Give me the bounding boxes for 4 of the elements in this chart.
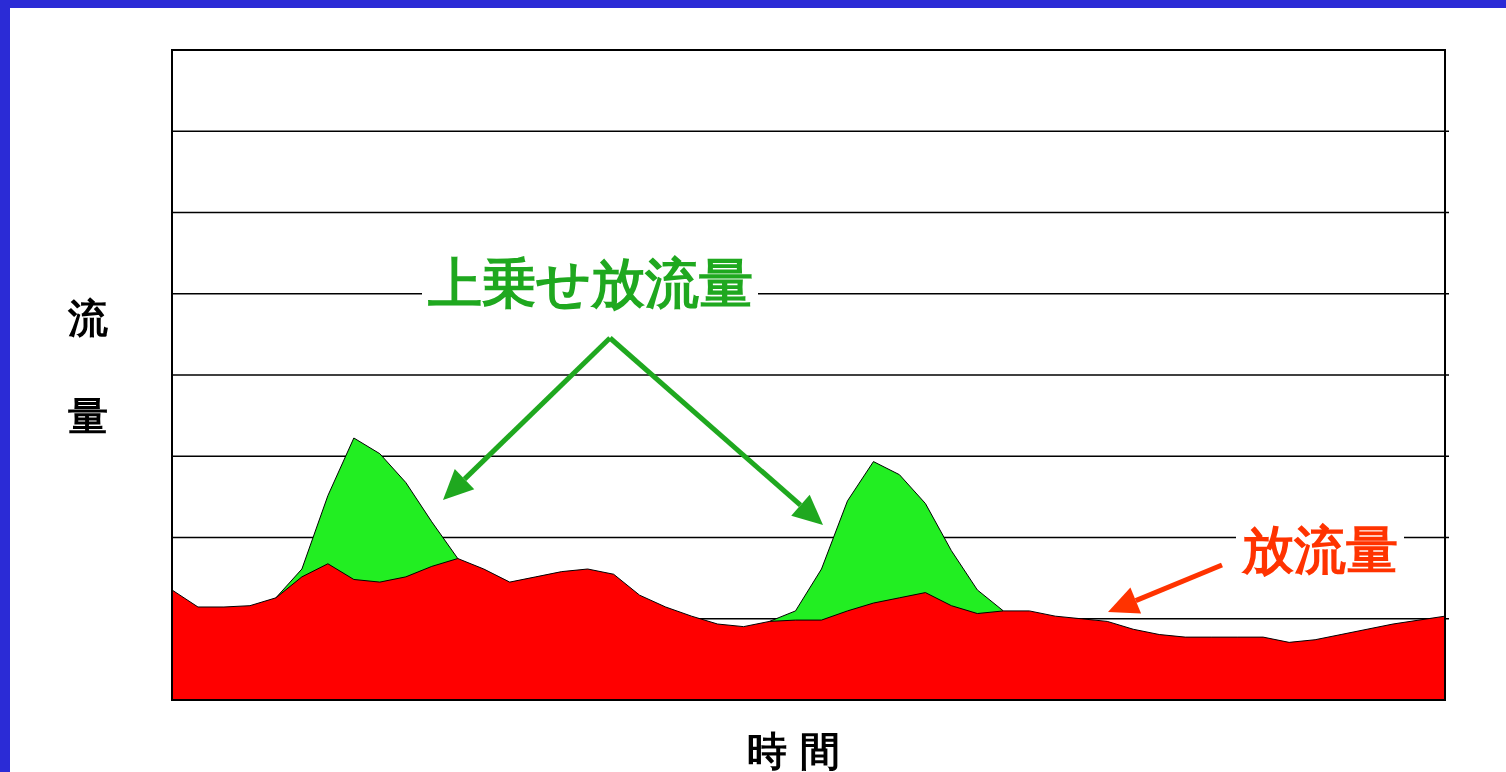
annotation: 放流量	[1241, 520, 1398, 580]
text: 流量	[68, 295, 108, 439]
x-axis-title: 時 間	[746, 728, 841, 772]
text: 上乗せ放流量	[427, 252, 753, 315]
